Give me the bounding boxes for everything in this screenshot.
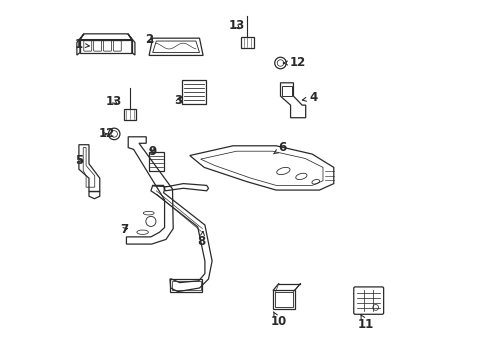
Text: 4: 4 [302, 91, 317, 104]
Text: 7: 7 [120, 223, 128, 236]
Text: 6: 6 [273, 141, 286, 154]
Text: 12: 12 [283, 57, 305, 69]
Text: 3: 3 [174, 94, 182, 107]
Text: 13: 13 [228, 19, 244, 32]
Text: 10: 10 [270, 312, 286, 328]
Text: 1: 1 [75, 39, 89, 51]
Text: 12: 12 [99, 127, 115, 140]
Text: 5: 5 [75, 154, 82, 167]
Text: 11: 11 [357, 315, 373, 330]
Text: 13: 13 [106, 95, 122, 108]
Text: 9: 9 [148, 145, 156, 158]
Text: 2: 2 [145, 33, 153, 46]
Text: 8: 8 [197, 231, 205, 248]
